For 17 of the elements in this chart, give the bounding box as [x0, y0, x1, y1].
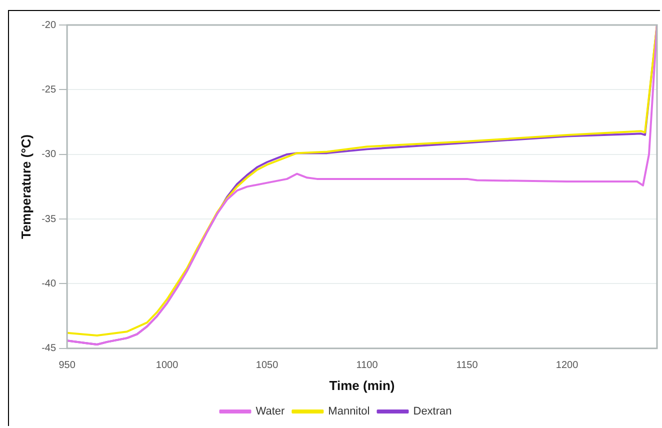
- x-axis-title: Time (min): [329, 378, 395, 393]
- y-tick-label: -20: [42, 20, 56, 31]
- x-tick-label: 1150: [456, 360, 478, 372]
- legend-label: Dextran: [413, 406, 452, 418]
- y-tick-label: -45: [42, 343, 56, 354]
- x-tick-label: 1050: [256, 360, 279, 372]
- y-axis-title: Temperature (°C): [18, 134, 34, 240]
- legend-label: Mannitol: [328, 406, 370, 418]
- x-tick-label: 1000: [156, 360, 179, 372]
- x-tick-label: 1100: [356, 360, 378, 372]
- y-tick-label: -40: [42, 278, 56, 290]
- y-tick-label: -30: [42, 149, 56, 160]
- legend-label: Water: [256, 406, 286, 418]
- y-tick-label: -35: [42, 214, 56, 225]
- x-tick-label: 950: [58, 360, 76, 372]
- x-tick-label: 1200: [556, 360, 579, 372]
- y-tick-label: -25: [42, 84, 56, 96]
